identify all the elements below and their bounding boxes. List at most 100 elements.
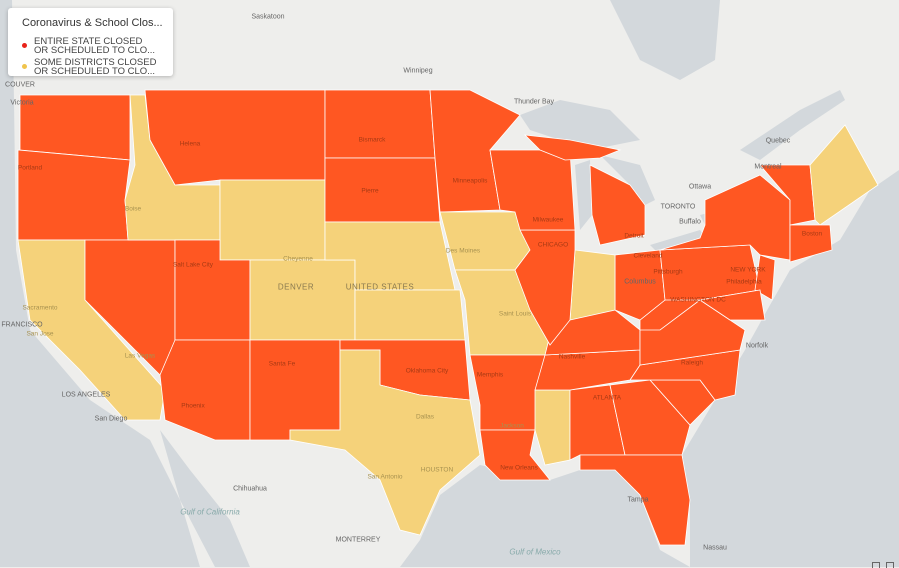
state-region-ia[interactable] xyxy=(439,211,531,271)
map-label: Winnipeg xyxy=(403,67,433,75)
map-label: TORONTO xyxy=(660,203,696,211)
map-label: New Orleans xyxy=(500,464,538,472)
state-region-wa[interactable] xyxy=(19,94,131,161)
state-region-me[interactable] xyxy=(809,124,879,226)
state-region-mi-upper[interactable] xyxy=(523,134,622,161)
map-label: UNITED STATES xyxy=(345,282,415,292)
red-dot-icon xyxy=(22,43,27,48)
state-region-ks[interactable] xyxy=(354,289,466,341)
map-label: Jackson xyxy=(500,422,524,430)
map-label: Des Moines xyxy=(445,247,481,255)
resize-handle-icon[interactable] xyxy=(886,562,894,568)
state-region-wy[interactable] xyxy=(219,179,326,261)
map-label: Columbus xyxy=(624,278,656,286)
map-label: Raleigh xyxy=(680,359,704,367)
state-region-sne[interactable] xyxy=(789,224,833,263)
map-label: Philadelphia xyxy=(726,278,762,286)
legend-label-line2: OR SCHEDULED TO CLO... xyxy=(34,45,156,56)
state-region-nd[interactable] xyxy=(324,89,436,159)
water-body xyxy=(400,465,690,567)
map-label: Minneapolis xyxy=(452,177,488,185)
state-region-mdde[interactable] xyxy=(698,289,766,321)
map-label: CHICAGO xyxy=(537,241,569,249)
map-label: Portland xyxy=(17,164,43,172)
state-region-ms[interactable] xyxy=(534,389,571,466)
map-label: Ottawa xyxy=(688,183,712,191)
map-label: COUVER xyxy=(5,81,35,89)
map-label: Tampa xyxy=(627,496,649,504)
map-label: Santa Fe xyxy=(268,360,296,368)
map-label: Boston xyxy=(801,230,823,238)
map-label: Bismarck xyxy=(358,136,386,144)
map-label: LOS ANGELES xyxy=(61,391,111,399)
water-body xyxy=(160,430,250,567)
state-region-tx[interactable] xyxy=(289,349,481,536)
map-label: FRANCISCO xyxy=(1,321,43,329)
water-body xyxy=(520,100,640,150)
state-region-ga[interactable] xyxy=(609,379,691,456)
map-label: MONTERREY xyxy=(335,536,381,544)
yellow-dot-icon xyxy=(22,64,27,69)
state-region-mt[interactable] xyxy=(144,89,326,186)
water-body xyxy=(575,160,592,230)
map-label: Chihuahua xyxy=(233,485,267,493)
map-label: Helena xyxy=(179,140,201,148)
map-label: San Jose xyxy=(26,330,54,338)
water-body xyxy=(740,90,845,160)
state-regions xyxy=(17,89,879,546)
state-region-in[interactable] xyxy=(569,249,616,321)
state-region-sd[interactable] xyxy=(324,157,441,223)
legend: Coronavirus & School Clos... ENTIRE STAT… xyxy=(8,8,173,76)
map-label: San Antonio xyxy=(367,473,403,481)
state-region-nm[interactable] xyxy=(249,339,341,441)
legend-label-line1: SOME DISTRICTS CLOSED xyxy=(34,57,157,68)
map-label: Buffalo xyxy=(679,218,701,226)
map-label: Saskatoon xyxy=(251,13,285,21)
map-label: Cheyenne xyxy=(283,255,313,263)
map-label: Gulf of California xyxy=(180,507,240,517)
map-label: Oklahoma City xyxy=(405,367,449,375)
water-body xyxy=(682,170,899,567)
state-region-mi[interactable] xyxy=(589,164,646,246)
state-region-ar[interactable] xyxy=(469,354,546,431)
map-label: Thunder Bay xyxy=(513,98,555,106)
state-region-fl[interactable] xyxy=(579,454,691,546)
map-label: Gulf of Mexico xyxy=(509,547,561,557)
state-region-ny[interactable] xyxy=(659,174,791,261)
legend-label-line2: OR SCHEDULED TO CLO... xyxy=(34,66,156,77)
map-label: Memphis xyxy=(476,371,504,379)
map-label: Sacramento xyxy=(22,304,58,312)
map-label: Nashville xyxy=(558,353,586,361)
map-label: Boise xyxy=(124,205,142,213)
map-label: Salt Lake City xyxy=(172,261,214,269)
state-region-vtnh[interactable] xyxy=(759,164,816,226)
state-region-nj[interactable] xyxy=(754,254,776,301)
resize-handle-icon[interactable] xyxy=(872,562,880,568)
map-label: Pierre xyxy=(361,187,379,195)
state-region-co[interactable] xyxy=(249,259,356,341)
map-label: Cleveland xyxy=(633,252,663,260)
state-region-or[interactable] xyxy=(17,149,131,241)
map-label: WASHINGTON DC xyxy=(670,296,726,304)
map-label: Las Vegas xyxy=(124,352,156,360)
water-body xyxy=(610,0,720,80)
map-label: ATLANTA xyxy=(592,394,622,402)
map-label: Detroit xyxy=(624,232,644,240)
water-body xyxy=(600,155,655,205)
map-label: DENVER xyxy=(277,282,315,292)
legend-title: Coronavirus & School Clos... xyxy=(22,17,163,29)
map-label: Nassau xyxy=(703,544,727,552)
state-region-il[interactable] xyxy=(514,229,576,346)
map-label: Saint Louis xyxy=(498,310,532,318)
map-label: Montreal xyxy=(754,163,782,171)
state-region-az[interactable] xyxy=(159,339,251,441)
map-label: San Diego xyxy=(94,415,128,423)
map-label: Quebec xyxy=(765,137,791,145)
map-label: Milwaukee xyxy=(532,216,564,224)
map-label: Norfolk xyxy=(745,342,769,350)
legend-label-line1: ENTIRE STATE CLOSED xyxy=(34,36,143,47)
map-label: Dallas xyxy=(415,413,435,421)
map-label: Pittsburgh xyxy=(653,268,683,276)
